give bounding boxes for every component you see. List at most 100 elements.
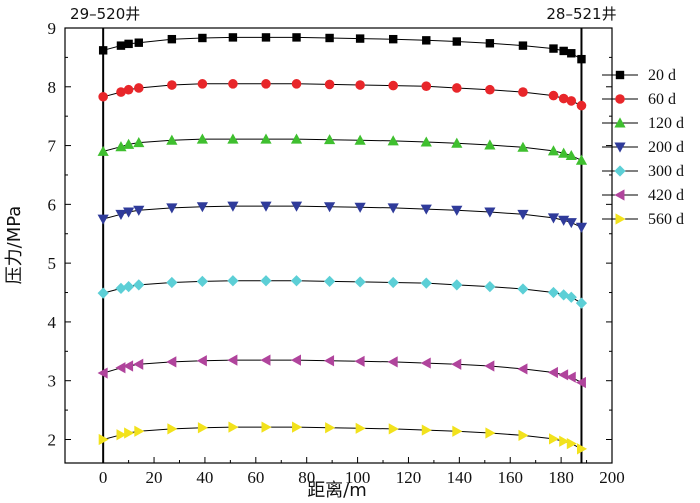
point-0-17 xyxy=(559,46,568,56)
point-3-5 xyxy=(196,202,208,213)
point-0-7 xyxy=(261,33,271,42)
point-1-4 xyxy=(167,80,177,90)
point-0-16 xyxy=(549,44,558,53)
point-0-3 xyxy=(134,38,143,47)
point-4-17 xyxy=(558,289,570,301)
point-3-8 xyxy=(290,201,303,212)
point-4-19 xyxy=(575,297,588,309)
series-4 xyxy=(97,275,588,309)
point-3-0 xyxy=(97,214,109,225)
point-5-15 xyxy=(517,363,528,375)
point-4-14 xyxy=(484,281,496,293)
point-2-17 xyxy=(558,147,570,158)
point-3-12 xyxy=(420,204,432,215)
point-4-15 xyxy=(517,283,529,295)
plot-frame xyxy=(64,27,613,464)
point-1-0 xyxy=(98,91,108,102)
point-2-8 xyxy=(290,133,303,144)
series-line-1 xyxy=(103,83,582,107)
y-axis-title: 压力/MPa xyxy=(4,206,25,285)
point-4-16 xyxy=(547,286,560,299)
legend-marker-2 xyxy=(614,117,626,128)
x-tick-label-9: 180 xyxy=(548,468,574,487)
y-tick-label-4: 6 xyxy=(48,195,57,214)
point-2-7 xyxy=(260,133,272,144)
point-3-1 xyxy=(115,209,127,220)
series-line-2 xyxy=(103,138,582,161)
point-3-16 xyxy=(547,213,560,224)
point-3-3 xyxy=(133,205,145,216)
point-5-17 xyxy=(558,369,569,381)
point-6-8 xyxy=(292,421,303,433)
point-1-3 xyxy=(133,83,144,93)
point-0-6 xyxy=(228,33,238,42)
point-6-13 xyxy=(452,425,463,437)
legend: 20 d 60 d 120 d 200 d 300 d 420 d 560 d xyxy=(602,67,684,228)
y-tick-label-2: 4 xyxy=(48,313,57,332)
point-1-1 xyxy=(116,87,126,97)
point-1-7 xyxy=(261,79,271,89)
point-4-0 xyxy=(97,287,109,299)
point-3-4 xyxy=(166,203,178,214)
x-tick-label-7: 140 xyxy=(447,468,473,487)
series-2 xyxy=(97,133,588,165)
series-line-4 xyxy=(103,280,582,304)
legend-label-0: 20 d xyxy=(648,67,676,84)
point-1-11 xyxy=(388,80,399,91)
point-5-1 xyxy=(115,362,126,374)
point-4-9 xyxy=(323,275,336,287)
y-tick-label-0: 2 xyxy=(48,430,57,449)
series-line-5 xyxy=(103,359,582,383)
point-6-0 xyxy=(98,433,109,446)
point-2-13 xyxy=(451,137,463,148)
x-tick-label-4: 80 xyxy=(298,468,315,487)
legend-label-1: 60 d xyxy=(648,91,676,108)
point-5-0 xyxy=(97,367,108,379)
legend-label-5: 420 d xyxy=(648,187,684,204)
point-1-12 xyxy=(421,81,432,91)
y-tick-label-3: 5 xyxy=(48,254,57,273)
well-label-0: 29–520井 xyxy=(70,5,140,23)
point-4-7 xyxy=(260,275,272,287)
point-4-11 xyxy=(387,276,399,289)
point-1-14 xyxy=(485,84,495,95)
point-5-5 xyxy=(196,355,207,367)
point-1-10 xyxy=(355,80,365,90)
point-0-12 xyxy=(422,36,431,45)
point-6-17 xyxy=(559,435,570,447)
legend-marker-5 xyxy=(614,189,625,201)
point-5-4 xyxy=(166,356,177,368)
point-6-11 xyxy=(388,423,399,435)
series-line-3 xyxy=(103,205,582,228)
point-5-10 xyxy=(354,355,365,367)
point-0-0 xyxy=(98,46,108,55)
axes: 0 20 40 60 80 100 120 140 160 180 200 2 3 4 5 6 7 8 9 xyxy=(48,19,625,487)
x-tick-label-5: 100 xyxy=(345,468,371,487)
point-3-18 xyxy=(565,218,577,229)
point-0-8 xyxy=(292,33,301,42)
point-6-7 xyxy=(261,421,272,433)
point-0-19 xyxy=(577,54,586,64)
point-5-18 xyxy=(565,371,576,383)
legend-label-6: 560 d xyxy=(648,211,684,228)
y-tick-label-7: 9 xyxy=(48,19,57,38)
point-4-5 xyxy=(196,275,208,287)
well-markers: 29–520井 28–521井 xyxy=(70,5,617,463)
x-tick-label-8: 160 xyxy=(497,468,523,487)
point-5-8 xyxy=(290,354,302,366)
point-5-12 xyxy=(420,357,431,369)
point-2-9 xyxy=(323,134,336,145)
point-1-13 xyxy=(452,83,462,93)
point-3-6 xyxy=(227,201,239,212)
legend-marker-3 xyxy=(614,142,626,153)
point-3-7 xyxy=(260,201,272,212)
x-axis-title: 距离/m xyxy=(307,480,367,501)
point-6-18 xyxy=(566,438,577,450)
point-0-5 xyxy=(198,33,207,43)
legend-marker-0 xyxy=(615,70,625,80)
point-6-6 xyxy=(228,421,239,433)
point-3-14 xyxy=(484,207,496,218)
point-5-7 xyxy=(260,354,271,366)
point-4-4 xyxy=(166,276,178,289)
point-3-2 xyxy=(123,207,135,218)
